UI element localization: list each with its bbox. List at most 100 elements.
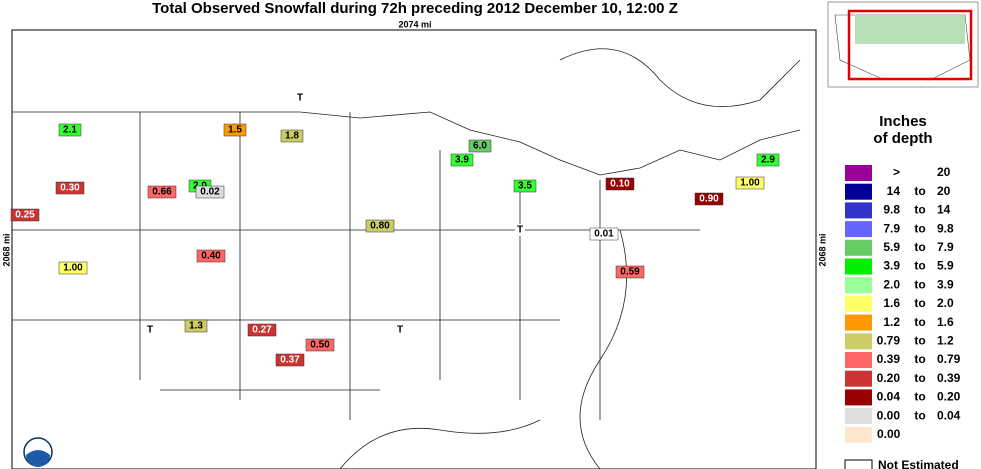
legend-swatch bbox=[845, 314, 872, 331]
legend-swatch bbox=[845, 426, 872, 443]
legend-swatch bbox=[845, 221, 872, 238]
station-label: 2.1 bbox=[63, 125, 77, 136]
legend-connector: to bbox=[914, 184, 925, 198]
height-label-left: 2068 mi bbox=[1, 233, 11, 266]
legend-to: 3.9 bbox=[937, 277, 954, 291]
legend-not-estimated: Not Estimated bbox=[878, 458, 959, 469]
legend-from: 2.0 bbox=[883, 277, 900, 291]
legend-to: 0.79 bbox=[937, 352, 961, 366]
station-label: 0.02 bbox=[200, 187, 220, 198]
station-label: T bbox=[517, 225, 523, 236]
legend-connector: to bbox=[914, 315, 925, 329]
legend-connector: to bbox=[914, 259, 925, 273]
legend-to: 0.04 bbox=[937, 408, 961, 422]
station-box bbox=[184, 319, 208, 333]
station-box bbox=[58, 261, 88, 275]
station-label: 0.25 bbox=[15, 210, 35, 221]
station-box bbox=[365, 219, 395, 233]
legend-from: 0.79 bbox=[877, 333, 901, 347]
station-label: 0.27 bbox=[252, 325, 272, 336]
station-box bbox=[145, 324, 155, 336]
legend-to: 0.39 bbox=[937, 371, 961, 385]
station-box bbox=[735, 176, 765, 190]
legend-to: 20 bbox=[937, 184, 951, 198]
map-frame bbox=[11, 29, 817, 469]
station-label: 1.5 bbox=[228, 125, 242, 136]
legend-from: 7.9 bbox=[883, 221, 900, 235]
legend-from: 3.9 bbox=[883, 259, 900, 273]
station-box bbox=[55, 181, 85, 195]
legend-connector: to bbox=[914, 240, 925, 254]
legend-from: 14 bbox=[887, 184, 901, 198]
legend-to: 1.6 bbox=[937, 315, 954, 329]
station-box bbox=[196, 249, 226, 263]
legend-from: 0.00 bbox=[877, 408, 901, 422]
legend-swatch bbox=[844, 459, 873, 469]
legend-connector: to bbox=[914, 390, 925, 404]
legend-swatch bbox=[845, 370, 872, 387]
station-label: 0.01 bbox=[594, 229, 614, 240]
station-label: 0.50 bbox=[310, 340, 330, 351]
station-label: 1.8 bbox=[285, 131, 299, 142]
legend-swatch bbox=[845, 352, 872, 368]
legend-swatch bbox=[845, 239, 872, 256]
station-box bbox=[450, 153, 474, 167]
legend-from: 0.00 bbox=[877, 427, 901, 441]
title: Total Observed Snowfall during 72h prece… bbox=[152, 0, 678, 17]
station-label: 1.3 bbox=[189, 321, 203, 332]
station-box bbox=[223, 123, 247, 137]
station-box bbox=[589, 227, 619, 241]
legend-title: of depth bbox=[873, 130, 932, 147]
width-label: 2074 mi bbox=[398, 19, 431, 29]
station-label: 1.00 bbox=[63, 263, 83, 274]
station-label: 0.10 bbox=[610, 179, 630, 190]
legend-swatch bbox=[845, 295, 872, 312]
station-box bbox=[605, 177, 635, 191]
station-label: T bbox=[397, 325, 403, 336]
legend-connector: to bbox=[914, 221, 925, 235]
legend-swatch bbox=[845, 408, 872, 425]
station-label: 0.37 bbox=[280, 355, 300, 366]
noaa-logo bbox=[23, 437, 53, 467]
legend-to: 7.9 bbox=[937, 240, 954, 254]
legend-from: 0.39 bbox=[877, 352, 901, 366]
legend-swatch bbox=[845, 202, 872, 219]
station-box bbox=[513, 179, 537, 193]
legend-connector: to bbox=[914, 296, 925, 310]
legend-from: > bbox=[893, 165, 900, 179]
station-box bbox=[195, 185, 225, 199]
legend-from: 0.04 bbox=[877, 390, 901, 404]
station-box bbox=[275, 353, 305, 367]
legend-swatch bbox=[845, 258, 872, 275]
station-label: 3.5 bbox=[518, 181, 532, 192]
legend-title: Inches bbox=[879, 113, 927, 130]
legend-to: 5.9 bbox=[937, 259, 954, 273]
legend-from: 1.6 bbox=[883, 296, 900, 310]
station-label: 0.90 bbox=[699, 194, 719, 205]
station-box bbox=[615, 265, 645, 279]
station-label: 1.00 bbox=[740, 178, 760, 189]
station-box bbox=[305, 338, 335, 352]
legend-from: 5.9 bbox=[883, 240, 900, 254]
station-box bbox=[247, 323, 277, 337]
legend-connector: to bbox=[914, 352, 925, 366]
station-box bbox=[395, 324, 405, 336]
legend-to: 14 bbox=[937, 203, 951, 217]
legend-to: 1.2 bbox=[937, 333, 954, 347]
legend-connector: to bbox=[914, 408, 925, 422]
legend-connector: to bbox=[914, 203, 925, 217]
station-label: 0.80 bbox=[370, 221, 390, 232]
legend-to: 20 bbox=[937, 165, 951, 179]
legend-to: 2.0 bbox=[937, 296, 954, 310]
station-box bbox=[147, 185, 177, 199]
station-label: 6.0 bbox=[473, 141, 487, 152]
station-box bbox=[756, 153, 780, 167]
station-box bbox=[515, 224, 525, 236]
station-label: T bbox=[297, 93, 303, 104]
station-box bbox=[10, 208, 40, 222]
inset-map bbox=[827, 1, 979, 88]
legend-connector: to bbox=[914, 333, 925, 347]
station-box bbox=[295, 92, 305, 104]
legend-from: 0.20 bbox=[877, 371, 901, 385]
